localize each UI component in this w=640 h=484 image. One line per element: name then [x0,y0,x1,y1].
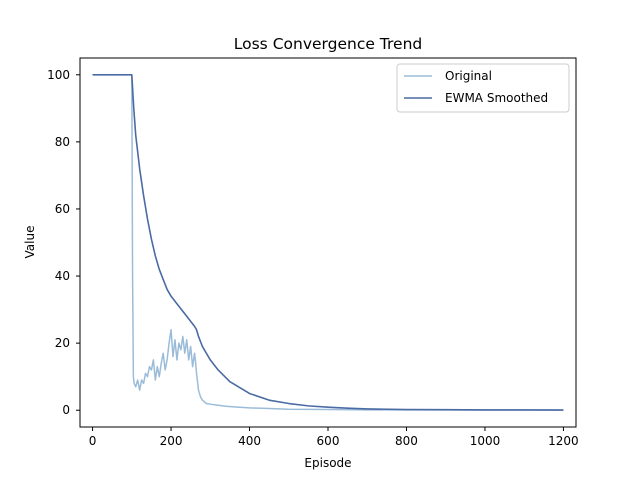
x-tick-label: 1200 [548,434,579,448]
y-axis-label: Value [23,226,37,259]
series-line-ewma-smoothed [92,73,564,411]
legend-label: EWMA Smoothed [445,91,548,105]
x-tick-label: 1000 [470,434,501,448]
y-tick-label: 60 [55,202,70,216]
x-axis-label: Episode [304,456,351,470]
y-tick-label: 20 [55,336,70,350]
y-tick-label: 80 [55,135,70,149]
chart-title: Loss Convergence Trend [234,35,422,53]
x-tick-label: 600 [317,434,340,448]
axes-layer: 0 200 400 600 800 1000 1200 0 20 40 60 80 100 [47,57,579,448]
x-tick-label: 400 [238,434,261,448]
y-tick-label: 100 [47,68,70,82]
y-tick-label: 0 [62,403,70,417]
legend-box [396,63,570,113]
y-tick-label: 40 [55,269,70,283]
x-tick-label: 800 [395,434,418,448]
legend: Original EWMA Smoothed [396,63,570,113]
legend-label: Original [445,69,492,83]
x-tick-label: 200 [160,434,183,448]
x-tick-label: 0 [89,434,97,448]
series-line-original [92,74,564,411]
series-layer [92,73,564,411]
